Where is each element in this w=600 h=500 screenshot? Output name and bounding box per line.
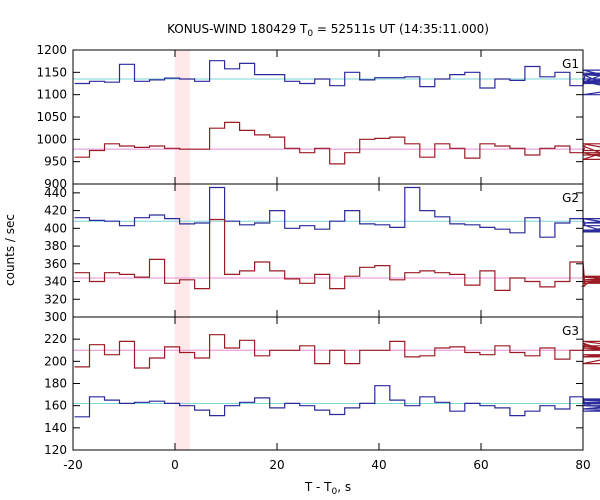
x-tick-label: 40	[371, 458, 386, 472]
y-tick-label: 300	[44, 310, 67, 324]
y-tick-label: 220	[44, 332, 67, 346]
series-g2-red	[74, 218, 600, 291]
y-tick-label: 900	[44, 177, 67, 191]
x-axis-title: T - T0, s	[304, 480, 351, 497]
trigger-highlight-band	[175, 50, 191, 450]
panel-label-g2: G2	[562, 191, 579, 205]
y-tick-label: 1200	[36, 43, 67, 57]
panel-frame-g3	[72, 316, 584, 451]
x-tick-label: 20	[269, 458, 284, 472]
panel-frame-g1	[72, 49, 584, 185]
series-g1-blue	[74, 60, 600, 96]
y-tick-label: 1100	[36, 88, 67, 102]
y-tick-label: 1050	[36, 110, 67, 124]
y-tick-label: 1150	[36, 65, 67, 79]
y-tick-label: 400	[44, 221, 67, 235]
panel-label-g3: G3	[562, 324, 579, 338]
y-tick-label: 320	[44, 292, 67, 306]
y-tick-label: 360	[44, 257, 67, 271]
panel-label-g1: G1	[562, 57, 579, 71]
x-tick-label: -20	[63, 458, 83, 472]
y-tick-label: 420	[44, 204, 67, 218]
y-axis-title: counts / sec	[3, 214, 17, 286]
y-tick-label: 160	[44, 399, 67, 413]
y-tick-label: 1000	[36, 132, 67, 146]
series-g1-red	[74, 121, 600, 165]
series-g3-red	[74, 334, 600, 369]
y-tick-label: 440	[44, 186, 67, 200]
y-tick-label: 950	[44, 155, 67, 169]
y-tick-label: 140	[44, 421, 67, 435]
chart-title: KONUS-WIND 180429 T0 = 52511s UT (14:35:…	[167, 22, 489, 39]
x-tick-label: 0	[171, 458, 179, 472]
y-tick-label: 180	[44, 377, 67, 391]
panel-frame-g2	[72, 183, 584, 318]
y-tick-label: 380	[44, 239, 67, 253]
y-tick-label: 120	[44, 443, 67, 457]
y-tick-label: 200	[44, 354, 67, 368]
x-tick-label: 60	[473, 458, 488, 472]
y-tick-label: 340	[44, 275, 67, 289]
x-tick-label: 80	[575, 458, 590, 472]
series-g2-blue	[74, 186, 600, 238]
series-g3-blue	[74, 385, 600, 418]
